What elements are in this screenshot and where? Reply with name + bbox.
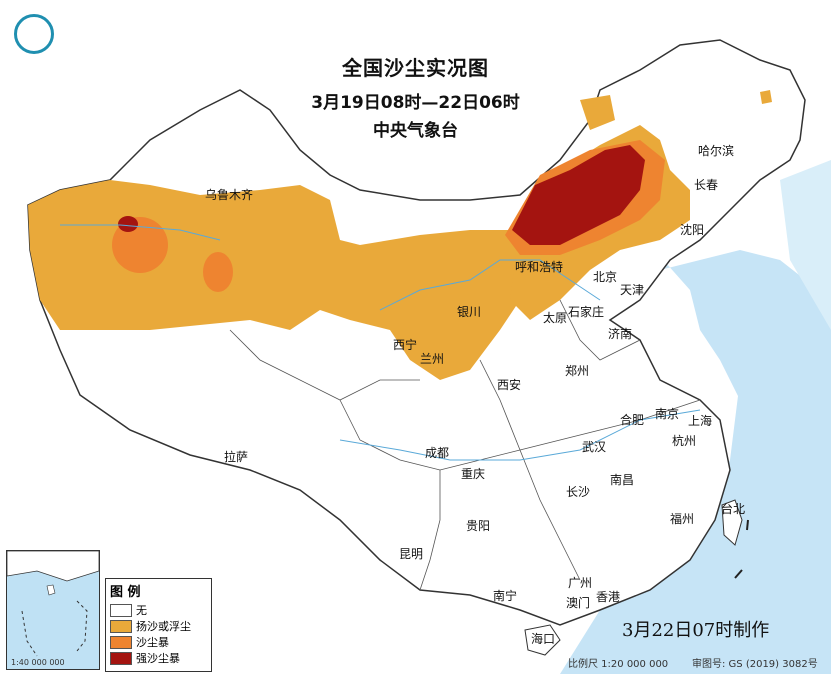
legend-item: 沙尘暴 bbox=[110, 634, 211, 650]
area-sandstorm-tarim-2 bbox=[203, 252, 233, 292]
legend-swatch-none bbox=[110, 603, 132, 617]
city-label: 天津 bbox=[620, 283, 645, 297]
city-label: 西安 bbox=[497, 378, 522, 392]
area-severe-sandstorm-main bbox=[512, 145, 645, 245]
city-label: 广州 bbox=[568, 576, 593, 590]
approval-number: 审图号: GS (2019) 3082号 bbox=[692, 659, 818, 670]
city-label: 南宁 bbox=[493, 589, 518, 603]
map-title: 全国沙尘实况图 bbox=[342, 56, 489, 80]
city-label: 重庆 bbox=[461, 467, 486, 481]
sea-east bbox=[560, 340, 831, 674]
city-label: 武汉 bbox=[582, 440, 607, 454]
city-label: 杭州 bbox=[672, 434, 697, 448]
city-label: 乌鲁木齐 bbox=[205, 188, 254, 202]
legend-label: 扬沙或浮尘 bbox=[136, 620, 191, 633]
city-label: 拉萨 bbox=[224, 450, 249, 464]
sea-north-east bbox=[780, 160, 831, 330]
legend-swatch-floating-dust bbox=[110, 619, 132, 633]
city-label: 长沙 bbox=[566, 485, 591, 499]
city-label: 澳门 bbox=[566, 596, 591, 610]
legend: 图 例 无 扬沙或浮尘 沙尘暴 强沙尘暴 bbox=[105, 578, 212, 672]
city-label: 南京 bbox=[655, 407, 680, 421]
city-label: 香港 bbox=[596, 590, 621, 604]
city-label: 济南 bbox=[608, 327, 633, 341]
legend-label: 沙尘暴 bbox=[136, 636, 169, 649]
inset-map bbox=[7, 551, 99, 657]
city-label: 兰州 bbox=[420, 352, 445, 366]
legend-item: 扬沙或浮尘 bbox=[110, 618, 211, 634]
taiwan-island bbox=[721, 499, 743, 546]
cma-logo bbox=[14, 14, 54, 54]
city-label: 石家庄 bbox=[568, 305, 605, 319]
city-label: 哈尔滨 bbox=[698, 144, 735, 158]
city-label: 西宁 bbox=[393, 338, 418, 352]
legend-title: 图 例 bbox=[110, 585, 141, 600]
area-floating-dust-east-spot bbox=[760, 90, 772, 104]
production-time: 3月22日07时制作 bbox=[622, 620, 770, 641]
scale-text: 比例尺 1:20 000 000 bbox=[568, 659, 669, 670]
south-china-sea-inset: 1:40 000 000 bbox=[6, 550, 100, 670]
map-issuer: 中央气象台 bbox=[373, 121, 458, 141]
map-time-range: 3月19日08时—22日06时 bbox=[311, 93, 520, 113]
hainan-island bbox=[524, 624, 561, 656]
legend-swatch-sandstorm bbox=[110, 635, 132, 649]
boundary-dash-1 bbox=[734, 569, 743, 579]
legend-label: 强沙尘暴 bbox=[136, 652, 180, 665]
city-label: 沈阳 bbox=[680, 223, 705, 237]
city-label: 呼和浩特 bbox=[515, 260, 564, 274]
city-label: 昆明 bbox=[399, 547, 424, 561]
sea-yellow-bohai bbox=[600, 245, 831, 560]
legend-swatch-severe-sandstorm bbox=[110, 651, 132, 665]
area-severe-sandstorm-tarim bbox=[118, 216, 138, 232]
province-borders bbox=[229, 299, 701, 591]
city-label: 南昌 bbox=[610, 473, 635, 487]
city-label: 台北 bbox=[721, 502, 746, 516]
city-label: 太原 bbox=[543, 311, 568, 325]
legend-label: 无 bbox=[136, 604, 147, 617]
area-floating-dust-north-tip bbox=[580, 95, 615, 130]
city-label: 贵阳 bbox=[466, 519, 491, 533]
city-label: 长春 bbox=[694, 178, 719, 192]
city-label: 福州 bbox=[670, 512, 695, 526]
city-label: 海口 bbox=[531, 632, 556, 646]
rivers bbox=[60, 224, 701, 461]
city-label: 上海 bbox=[688, 414, 713, 428]
city-label: 合肥 bbox=[620, 413, 645, 427]
city-label: 成都 bbox=[425, 446, 450, 460]
inset-scale: 1:40 000 000 bbox=[11, 658, 65, 667]
city-label: 银川 bbox=[457, 305, 482, 319]
boundary-dash-2 bbox=[746, 519, 749, 531]
city-label: 郑州 bbox=[565, 364, 590, 378]
legend-item: 强沙尘暴 bbox=[110, 650, 211, 666]
legend-item: 无 bbox=[110, 602, 211, 618]
city-label: 北京 bbox=[593, 270, 618, 284]
